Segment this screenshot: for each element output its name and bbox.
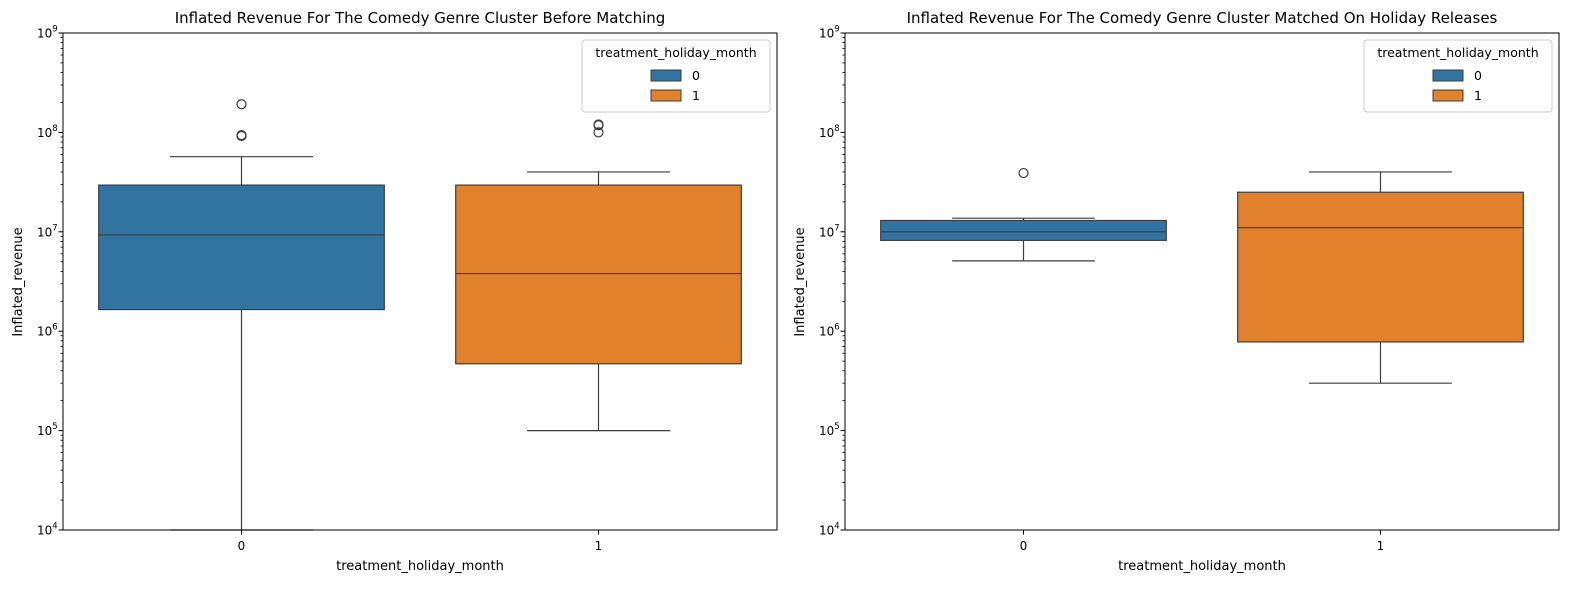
right-legend-label-1: 1: [1474, 88, 1482, 103]
right-x-tick-label: 1: [1377, 539, 1385, 553]
left-x-tick-label: 1: [595, 539, 603, 553]
right-axes-frame: [844, 32, 1560, 531]
right-legend-label-0: 0: [1474, 68, 1482, 83]
left-y-tick-label-exponent: 7: [52, 223, 57, 233]
right-y-tick-label-exponent: 7: [834, 223, 839, 233]
right-box-0: [880, 219, 1167, 241]
left-y-tick-label-base: 10: [37, 325, 52, 339]
left-legend-swatch-0: [650, 69, 682, 82]
right-y-tick-label-base: 10: [819, 126, 834, 140]
left-outlier-1: [593, 119, 604, 130]
right-legend-swatch-1: [1432, 89, 1464, 102]
left-y-tick-label-exponent: 8: [52, 124, 57, 134]
left-outlier-0: [236, 99, 247, 110]
right-y-tick-label: 109: [819, 25, 840, 41]
right-y-tick-label-base: 10: [819, 325, 834, 339]
left-outlier-0: [236, 129, 247, 141]
right-y-axis-label: Inflated_revenue: [793, 227, 808, 336]
left-y-tick-label-exponent: 5: [52, 422, 57, 432]
right-y-tick-label-exponent: 9: [834, 25, 839, 35]
left-box-0: [98, 184, 385, 311]
left-chart-title: Inflated Revenue For The Comedy Genre Cl…: [175, 9, 666, 27]
left-y-tick-label-exponent: 4: [52, 522, 57, 532]
right-outlier-0: [1018, 167, 1029, 179]
right-x-tick-label: 0: [1020, 539, 1028, 553]
right-y-tick-label-exponent: 6: [834, 323, 839, 333]
left-outlier-1: [593, 127, 604, 138]
right-y-tick-label-exponent: 5: [834, 422, 839, 432]
right-y-tick-label-exponent: 8: [834, 124, 839, 134]
left-x-axis-label: treatment_holiday_month: [336, 559, 504, 574]
left-y-tick-label: 105: [37, 422, 58, 438]
left-y-tick-label-base: 10: [37, 126, 52, 140]
left-y-tick-label-exponent: 9: [52, 25, 57, 35]
right-y-tick-label-exponent: 4: [834, 522, 839, 532]
right-box-1: [1237, 191, 1524, 343]
left-x-tick-label: 0: [238, 539, 246, 553]
right-legend: treatment_holiday_month 0 1: [1363, 39, 1553, 113]
left-chart-panel: Inflated Revenue For The Comedy Genre Cl…: [11, 9, 778, 574]
left-y-tick-label-base: 10: [37, 27, 52, 41]
left-axes-frame: [62, 32, 778, 531]
right-legend-title: treatment_holiday_month: [1377, 45, 1538, 60]
right-y-tick-label: 104: [819, 522, 840, 538]
left-y-axis-label: Inflated_revenue: [11, 227, 26, 336]
left-legend-title: treatment_holiday_month: [595, 45, 756, 60]
right-y-tick-label-base: 10: [819, 424, 834, 438]
right-y-tick-label: 106: [819, 323, 840, 339]
left-y-tick-label: 108: [37, 124, 58, 140]
left-y-tick-label: 109: [37, 25, 58, 41]
right-y-tick-label: 107: [819, 223, 840, 239]
left-legend-label-1: 1: [692, 88, 700, 103]
left-legend-swatch-1: [650, 89, 682, 102]
right-legend-swatch-0: [1432, 69, 1464, 82]
right-y-tick-label-base: 10: [819, 27, 834, 41]
left-legend-label-0: 0: [692, 68, 700, 83]
left-y-tick-label: 107: [37, 223, 58, 239]
left-legend: treatment_holiday_month 0 1: [581, 39, 771, 113]
left-y-tick-label-base: 10: [37, 424, 52, 438]
right-y-tick-label: 105: [819, 422, 840, 438]
right-y-tick-label-base: 10: [819, 225, 834, 239]
right-chart-panel: Inflated Revenue For The Comedy Genre Cl…: [793, 9, 1560, 574]
left-y-tick-label: 106: [37, 323, 58, 339]
right-y-tick-label: 108: [819, 124, 840, 140]
left-y-tick-label-base: 10: [37, 524, 52, 538]
left-y-tick-label: 104: [37, 522, 58, 538]
right-chart-title: Inflated Revenue For The Comedy Genre Cl…: [907, 9, 1498, 27]
left-y-tick-label-base: 10: [37, 225, 52, 239]
right-x-axis-label: treatment_holiday_month: [1118, 559, 1286, 574]
left-y-tick-label-exponent: 6: [52, 323, 57, 333]
right-y-tick-label-base: 10: [819, 524, 834, 538]
left-box-1: [455, 184, 742, 365]
